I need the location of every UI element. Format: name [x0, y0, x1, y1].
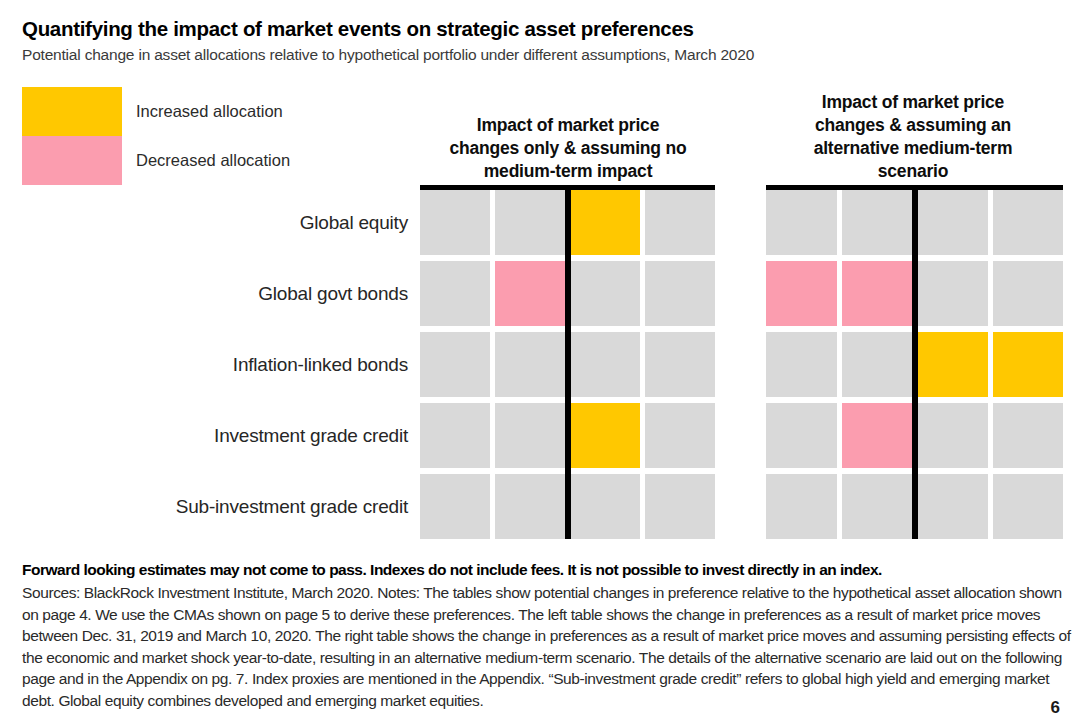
legend-item-increased: Increased allocation	[22, 87, 290, 136]
allocation-cell-none	[766, 474, 837, 539]
allocation-cell-none	[917, 474, 988, 539]
allocation-cell-none	[420, 261, 490, 326]
footnote-disclaimer: Forward looking estimates may not come t…	[22, 559, 1072, 580]
allocation-cell-none	[842, 190, 913, 255]
allocation-cell-decreased	[842, 261, 913, 326]
allocation-cell-none	[420, 332, 490, 397]
allocation-cell-increased	[993, 332, 1064, 397]
allocation-cell-none	[645, 332, 715, 397]
row-label-sub-investment-grade-credit: Sub-investment grade credit	[0, 494, 408, 520]
allocation-cell-none	[570, 261, 640, 326]
row-label-inflation-linked-bonds: Inflation-linked bonds	[0, 352, 408, 378]
allocation-cell-none	[766, 190, 837, 255]
allocation-cell-increased	[917, 332, 988, 397]
allocation-cell-none	[495, 332, 565, 397]
allocation-cell-none	[570, 332, 640, 397]
allocation-cell-none	[917, 261, 988, 326]
decreased-allocation-swatch	[22, 136, 122, 185]
allocation-cell-decreased	[495, 261, 565, 326]
allocation-cell-none	[645, 474, 715, 539]
allocation-cell-none	[420, 403, 490, 468]
allocation-cell-none	[993, 190, 1064, 255]
allocation-cell-none	[570, 474, 640, 539]
row-label-global-govt-bonds: Global govt bonds	[0, 281, 408, 307]
row-label-global-equity: Global equity	[0, 210, 408, 236]
legend-item-decreased: Decreased allocation	[22, 136, 290, 185]
page-subtitle: Potential change in asset allocations re…	[22, 46, 754, 64]
allocation-cell-none	[495, 403, 565, 468]
legend-label-increased: Increased allocation	[136, 102, 283, 121]
left-allocation-table	[420, 185, 715, 539]
allocation-cell-none	[842, 474, 913, 539]
allocation-cell-none	[993, 403, 1064, 468]
allocation-cell-none	[495, 190, 565, 255]
allocation-cell-none	[645, 403, 715, 468]
allocation-cell-increased	[570, 190, 640, 255]
page-title: Quantifying the impact of market events …	[22, 17, 694, 41]
allocation-cell-none	[645, 261, 715, 326]
allocation-cell-none	[766, 332, 837, 397]
report-page: Quantifying the impact of market events …	[0, 0, 1090, 719]
footnote-sources: Sources: BlackRock Investment Institute,…	[22, 582, 1072, 711]
allocation-cell-none	[495, 474, 565, 539]
allocation-cell-none	[766, 403, 837, 468]
allocation-cell-none	[917, 190, 988, 255]
allocation-cell-none	[420, 190, 490, 255]
right-table-divider-line	[912, 190, 918, 539]
allocation-cell-none	[645, 190, 715, 255]
left-table-header: Impact of market price changes only & as…	[408, 86, 728, 183]
allocation-cell-decreased	[766, 261, 837, 326]
legend-label-decreased: Decreased allocation	[136, 151, 290, 170]
footnotes: Forward looking estimates may not come t…	[22, 559, 1072, 711]
allocation-cell-none	[420, 474, 490, 539]
left-table-divider-line	[565, 190, 571, 539]
allocation-cell-none	[842, 332, 913, 397]
right-table-header: Impact of market price changes & assumin…	[752, 86, 1074, 183]
legend: Increased allocation Decreased allocatio…	[22, 87, 290, 185]
allocation-cell-decreased	[842, 403, 913, 468]
allocation-cell-none	[917, 403, 988, 468]
allocation-cell-none	[993, 474, 1064, 539]
increased-allocation-swatch	[22, 87, 122, 136]
allocation-cell-increased	[570, 403, 640, 468]
row-label-investment-grade-credit: Investment grade credit	[0, 423, 408, 449]
page-number: 6	[1051, 698, 1060, 718]
right-allocation-table	[766, 185, 1063, 539]
allocation-cell-none	[993, 261, 1064, 326]
